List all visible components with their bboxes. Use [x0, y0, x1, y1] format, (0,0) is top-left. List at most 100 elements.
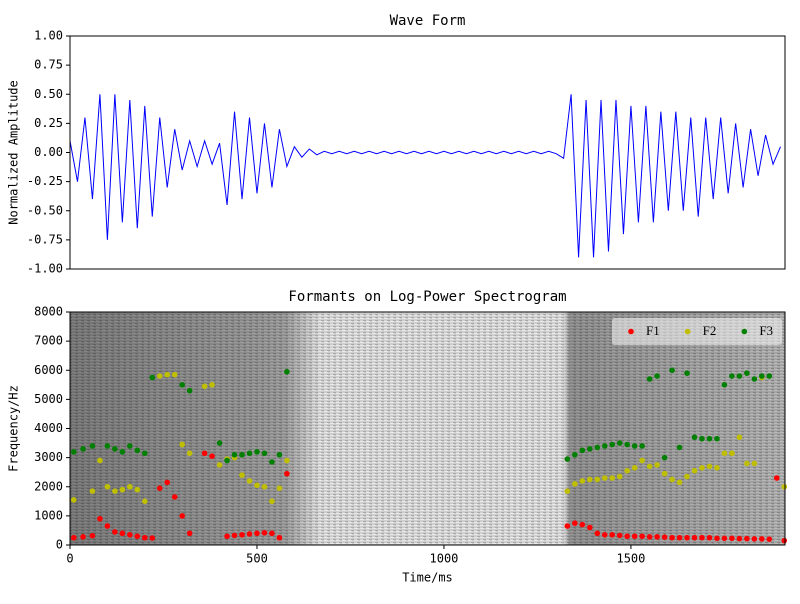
y-tick-label: 0.75: [34, 58, 63, 72]
formant-point: [70, 534, 77, 541]
formant-point: [239, 451, 245, 458]
formant-point: [714, 535, 720, 542]
formant-point: [269, 530, 275, 537]
formant-point: [631, 465, 638, 471]
formant-point: [141, 534, 148, 541]
formant-point: [216, 440, 223, 446]
formant-point: [654, 373, 660, 379]
formant-point: [284, 457, 290, 464]
formant-point: [171, 494, 178, 500]
formant-point: [684, 473, 690, 480]
formant-point: [261, 483, 268, 490]
formant-point: [729, 450, 735, 457]
formant-point: [216, 462, 223, 468]
formant-point: [706, 435, 713, 442]
formant-point: [639, 533, 645, 540]
x-tick-label: 0: [66, 552, 73, 566]
formant-point: [254, 530, 260, 537]
formant-point: [564, 488, 571, 494]
formant-point: [70, 449, 77, 455]
formant-point: [781, 537, 788, 544]
formant-point: [261, 450, 268, 457]
y-tick-label: 5000: [34, 392, 63, 406]
formant-point: [89, 488, 96, 494]
y-tick-label: 3000: [34, 450, 63, 464]
formant-point: [276, 485, 283, 492]
formant-point: [97, 457, 103, 464]
formant-point: [231, 532, 238, 539]
formant-point: [134, 533, 141, 540]
formant-point: [254, 482, 260, 489]
formant-point: [149, 535, 156, 541]
formant-point: [224, 533, 230, 540]
formant-point: [149, 374, 156, 381]
y-axis-label: Normalized Amplitude: [7, 80, 21, 225]
chart-title: Wave Form: [390, 13, 466, 29]
plot-frame: [69, 35, 786, 270]
formant-point: [80, 534, 86, 540]
legend-marker: [741, 328, 748, 335]
formant-point: [586, 524, 593, 531]
formant-point: [661, 534, 668, 540]
formant-point: [171, 371, 178, 378]
formant-point: [119, 486, 126, 493]
formant-point: [261, 529, 268, 536]
formant-point: [80, 446, 86, 452]
formant-point: [97, 515, 103, 522]
formant-point: [736, 373, 743, 379]
formant-point: [594, 530, 601, 537]
formant-point: [127, 532, 133, 538]
formant-point: [594, 476, 601, 483]
formant-point: [89, 443, 96, 449]
spectrogram-shade: [70, 312, 785, 545]
formant-point: [276, 451, 283, 458]
formant-point: [699, 465, 705, 471]
formant-point: [691, 434, 698, 441]
formant-point: [669, 367, 675, 374]
formant-point: [609, 532, 616, 538]
formant-point: [201, 450, 208, 457]
formant-point: [601, 443, 608, 449]
legend-box: [612, 318, 782, 345]
formant-point: [751, 460, 758, 467]
formant-point: [579, 521, 586, 528]
y-tick-label: 4000: [34, 421, 63, 435]
y-tick-label: 2000: [34, 479, 63, 493]
formant-point: [564, 456, 571, 462]
legend-marker: [684, 328, 691, 335]
formant-point: [594, 444, 601, 451]
formant-point: [141, 450, 148, 457]
formant-point: [269, 459, 275, 465]
formant-point: [759, 536, 765, 542]
formant-point: [759, 373, 765, 379]
formant-point: [691, 534, 698, 541]
formant-point: [284, 368, 290, 375]
formant-point: [179, 513, 185, 519]
formant-point: [736, 535, 743, 542]
formant-point: [691, 467, 698, 474]
plot-frame: [69, 311, 786, 546]
y-tick-label: 1000: [34, 508, 63, 522]
y-axis-label: Frequency/Hz: [7, 385, 21, 472]
y-tick-label: 1.00: [34, 29, 63, 43]
formant-point: [676, 479, 683, 486]
formant-point: [706, 463, 713, 470]
formant-point: [661, 454, 668, 461]
formant-point: [654, 462, 660, 468]
formant-point: [127, 483, 133, 490]
formant-point: [601, 532, 608, 538]
formant-point: [112, 488, 118, 494]
x-tick-label: 1500: [616, 552, 645, 566]
formant-point: [744, 460, 750, 467]
y-tick-label: -0.75: [27, 232, 63, 246]
formant-point: [646, 534, 653, 540]
formant-point: [624, 467, 630, 474]
formant-point: [239, 472, 245, 478]
chart-title: Formants on Log-Power Spectrogram: [288, 289, 566, 305]
formant-point: [624, 533, 630, 540]
formant-point: [564, 523, 571, 529]
formant-point: [684, 370, 690, 376]
formant-point: [781, 483, 788, 490]
